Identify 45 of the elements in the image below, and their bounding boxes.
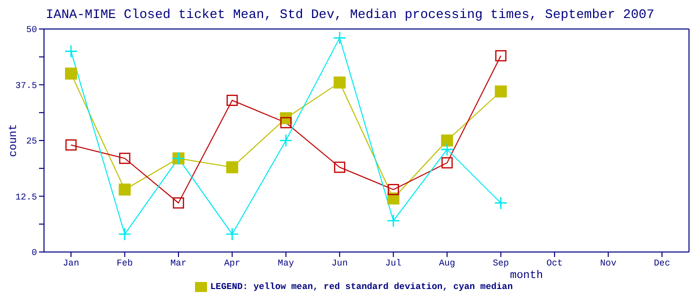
x-tick-label: May	[278, 258, 295, 268]
point	[280, 117, 292, 128]
point	[119, 152, 130, 164]
point	[118, 228, 132, 241]
point	[387, 192, 400, 204]
point	[226, 228, 239, 241]
x-tick-label: Nov	[600, 258, 617, 268]
point	[334, 162, 346, 173]
y-axis-title: count	[8, 124, 20, 158]
point	[172, 197, 184, 209]
point	[441, 134, 454, 146]
x-tick-label: Dec	[654, 258, 670, 268]
point	[495, 50, 506, 62]
y-tick-label: 50	[26, 25, 37, 36]
point	[386, 214, 400, 228]
point	[388, 184, 399, 196]
point	[494, 85, 507, 98]
point	[64, 44, 78, 58]
point	[226, 161, 238, 174]
point	[440, 142, 454, 156]
y-tick-label: 0	[32, 248, 37, 258]
point	[118, 184, 131, 196]
x-tick-label: Apr	[224, 258, 240, 268]
x-axis-title: month	[510, 270, 544, 282]
point	[332, 31, 346, 45]
legend-label: LEGEND: yellow mean, red standard deviation, cyan median	[210, 282, 513, 292]
point	[279, 134, 293, 148]
point	[65, 68, 77, 80]
point	[65, 139, 77, 151]
x-tick-label: Jul	[385, 258, 402, 268]
y-tick-label: 37.5	[15, 80, 37, 91]
point	[226, 94, 238, 106]
point	[441, 157, 453, 168]
x-tick-label: Aug	[438, 258, 456, 268]
x-tick-label: Sep	[492, 258, 509, 268]
point	[494, 196, 508, 210]
x-tick-label: Mar	[170, 258, 187, 268]
x-tick-label: Oct	[546, 258, 563, 268]
point	[334, 76, 346, 89]
x-tick-label: Feb	[116, 258, 133, 268]
x-tick-label: Jun	[332, 258, 348, 268]
chart-title: IANA-MIME Closed ticket Mean, Std Dev, Median processing times, September 2007	[44, 7, 656, 24]
y-tick-label: 25	[26, 136, 37, 147]
y-tick-label: 12.5	[15, 192, 37, 202]
x-tick-label: Jan	[62, 258, 80, 268]
